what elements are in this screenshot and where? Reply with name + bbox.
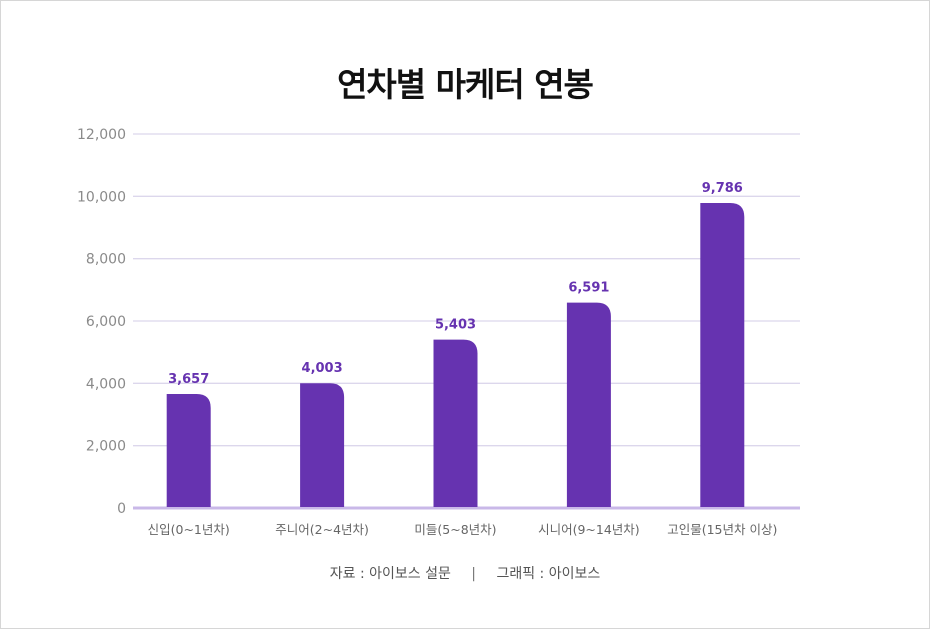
x-tick-label: 미들(5~8년차) [414, 522, 496, 537]
bar-value-label: 4,003 [302, 361, 343, 376]
x-tick-label: 신입(0~1년차) [148, 522, 230, 537]
graphic-credit: 그래픽 : 아이보스 [496, 566, 601, 582]
bar-value-label: 5,403 [435, 318, 476, 333]
y-tick-label: 2,000 [86, 439, 126, 455]
y-tick-label: 12,000 [77, 127, 126, 143]
y-tick-label: 0 [117, 501, 126, 517]
bar [433, 339, 478, 507]
y-tick-label: 4,000 [86, 376, 126, 392]
bar [166, 394, 211, 507]
source-caption: 자료 : 아이보스 설문 | 그래픽 : 아이보스 [0, 563, 930, 583]
y-tick-label: 10,000 [77, 189, 126, 205]
bar-value-label: 3,657 [168, 372, 209, 387]
x-tick-label: 주니어(2~4년차) [275, 522, 369, 537]
y-tick-label: 6,000 [86, 314, 126, 330]
chart-title: 연차별 마케터 연봉 [337, 65, 594, 104]
source-separator: | [471, 566, 477, 582]
bar [300, 383, 345, 507]
x-tick-label: 고인물(15년차 이상) [667, 522, 777, 537]
bar-value-label: 9,786 [702, 181, 743, 196]
bar-value-label: 6,591 [568, 281, 609, 296]
bar [566, 302, 611, 507]
source-text: 자료 : 아이보스 설문 [329, 566, 451, 582]
x-tick-label: 시니어(9~14년차) [538, 522, 640, 537]
bar [700, 203, 745, 508]
y-tick-label: 8,000 [86, 252, 126, 268]
